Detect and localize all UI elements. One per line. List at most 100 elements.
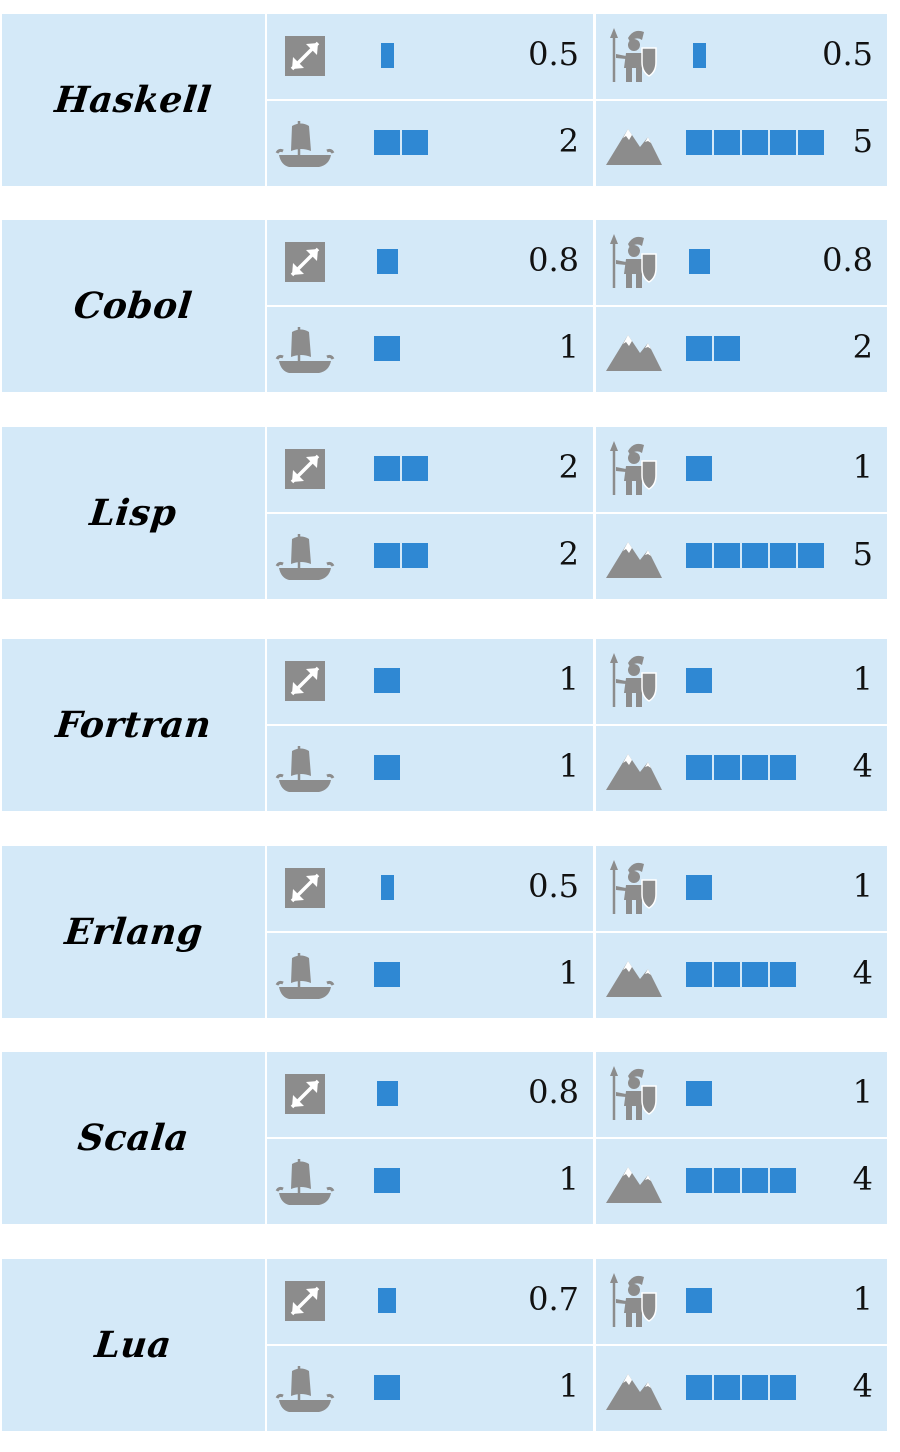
terrain-bar-unit [686, 1375, 712, 1400]
range-bar-unit [374, 668, 400, 693]
attack-value: 0.8 [822, 241, 873, 279]
terrain-bar-unit [770, 962, 796, 987]
language-block-cobol: Cobol 0.8 0.8 1 2 [2, 220, 887, 392]
ship-icon [275, 526, 335, 586]
attack-stat-cell: 0.8 [596, 220, 887, 305]
diagonal-arrow-icon [275, 1271, 335, 1331]
range-stat-cell: 0.5 [267, 14, 593, 99]
ship-bar-unit [374, 1168, 400, 1193]
ship-stat-cell: 1 [267, 726, 593, 811]
terrain-bar-unit [742, 543, 768, 568]
language-name: Cobol [72, 285, 195, 327]
mountain-icon [604, 1151, 664, 1211]
terrain-bar-unit [686, 962, 712, 987]
attack-value: 1 [852, 1073, 873, 1111]
soldier-icon [604, 858, 664, 918]
terrain-stat-cell: 4 [596, 933, 887, 1018]
attack-value: 1 [852, 660, 873, 698]
mountain-icon [604, 526, 664, 586]
range-stat-cell: 0.5 [267, 846, 593, 931]
ship-stat-cell: 2 [267, 514, 593, 599]
terrain-bar-unit [798, 543, 824, 568]
terrain-bar-unit [770, 1168, 796, 1193]
diagonal-arrow-icon [275, 1064, 335, 1124]
ship-stat-cell: 2 [267, 101, 593, 186]
diagonal-arrow-icon [275, 858, 335, 918]
range-bar-unit [378, 1288, 396, 1313]
attack-bar-unit [686, 1081, 712, 1106]
terrain-bar-unit [714, 1168, 740, 1193]
ship-icon [275, 113, 335, 173]
range-stat-cell: 0.7 [267, 1259, 593, 1344]
range-value: 0.5 [528, 35, 579, 73]
terrain-stat-cell: 2 [596, 307, 887, 392]
diagonal-arrow-icon [275, 439, 335, 499]
ship-stat-cell: 1 [267, 933, 593, 1018]
mountain-icon [604, 319, 664, 379]
language-name-cell: Lua [2, 1259, 265, 1431]
attack-value: 1 [852, 1280, 873, 1318]
language-name-cell: Lisp [2, 427, 265, 599]
terrain-bar-unit [742, 755, 768, 780]
language-name-cell: Haskell [2, 14, 265, 186]
attack-value: 0.5 [822, 35, 873, 73]
attack-bar-unit [686, 1288, 712, 1313]
terrain-stat-cell: 4 [596, 1346, 887, 1431]
range-value: 0.5 [528, 867, 579, 905]
terrain-bar-unit [714, 130, 740, 155]
attack-stat-cell: 1 [596, 1052, 887, 1137]
language-block-lua: Lua 0.7 1 1 4 [2, 1259, 887, 1431]
terrain-bar-unit [686, 543, 712, 568]
terrain-bar-unit [770, 1375, 796, 1400]
range-stat-cell: 0.8 [267, 220, 593, 305]
language-name-cell: Fortran [2, 639, 265, 811]
attack-bar-unit [686, 875, 712, 900]
terrain-bar-unit [714, 962, 740, 987]
terrain-bar-unit [714, 336, 740, 361]
soldier-icon [604, 1064, 664, 1124]
ship-value: 2 [558, 535, 579, 573]
terrain-bar-unit [686, 130, 712, 155]
attack-stat-cell: 1 [596, 427, 887, 512]
terrain-value: 5 [852, 535, 873, 573]
ship-stat-cell: 1 [267, 1346, 593, 1431]
ship-bar-unit [402, 543, 428, 568]
ship-bar-unit [374, 336, 400, 361]
range-bar-unit [377, 249, 398, 274]
attack-bar-unit [689, 249, 710, 274]
language-name: Scala [75, 1117, 192, 1159]
range-bar-unit [402, 456, 428, 481]
terrain-stat-cell: 4 [596, 726, 887, 811]
range-value: 0.7 [528, 1280, 579, 1318]
ship-value: 1 [558, 954, 579, 992]
ship-value: 1 [558, 328, 579, 366]
language-block-haskell: Haskell 0.5 0.5 2 5 [2, 14, 887, 186]
range-value: 0.8 [528, 241, 579, 279]
soldier-icon [604, 26, 664, 86]
terrain-bar-unit [714, 755, 740, 780]
language-name: Lua [93, 1324, 174, 1366]
ship-value: 1 [558, 1160, 579, 1198]
terrain-bar-unit [714, 1375, 740, 1400]
language-name: Erlang [62, 911, 205, 953]
terrain-value: 4 [852, 1160, 873, 1198]
language-block-scala: Scala 0.8 1 1 4 [2, 1052, 887, 1224]
language-block-fortran: Fortran 1 1 1 4 [2, 639, 887, 811]
terrain-bar-unit [742, 962, 768, 987]
terrain-value: 4 [852, 1367, 873, 1405]
ship-icon [275, 1151, 335, 1211]
terrain-value: 2 [852, 328, 873, 366]
attack-bar-unit [693, 43, 706, 68]
diagonal-arrow-icon [275, 232, 335, 292]
ship-bar-unit [374, 755, 400, 780]
mountain-icon [604, 1358, 664, 1418]
terrain-value: 4 [852, 747, 873, 785]
mountain-icon [604, 113, 664, 173]
range-bar-unit [381, 43, 394, 68]
ship-stat-cell: 1 [267, 1139, 593, 1224]
terrain-bar-unit [742, 130, 768, 155]
range-value: 0.8 [528, 1073, 579, 1111]
range-value: 2 [558, 448, 579, 486]
mountain-icon [604, 738, 664, 798]
